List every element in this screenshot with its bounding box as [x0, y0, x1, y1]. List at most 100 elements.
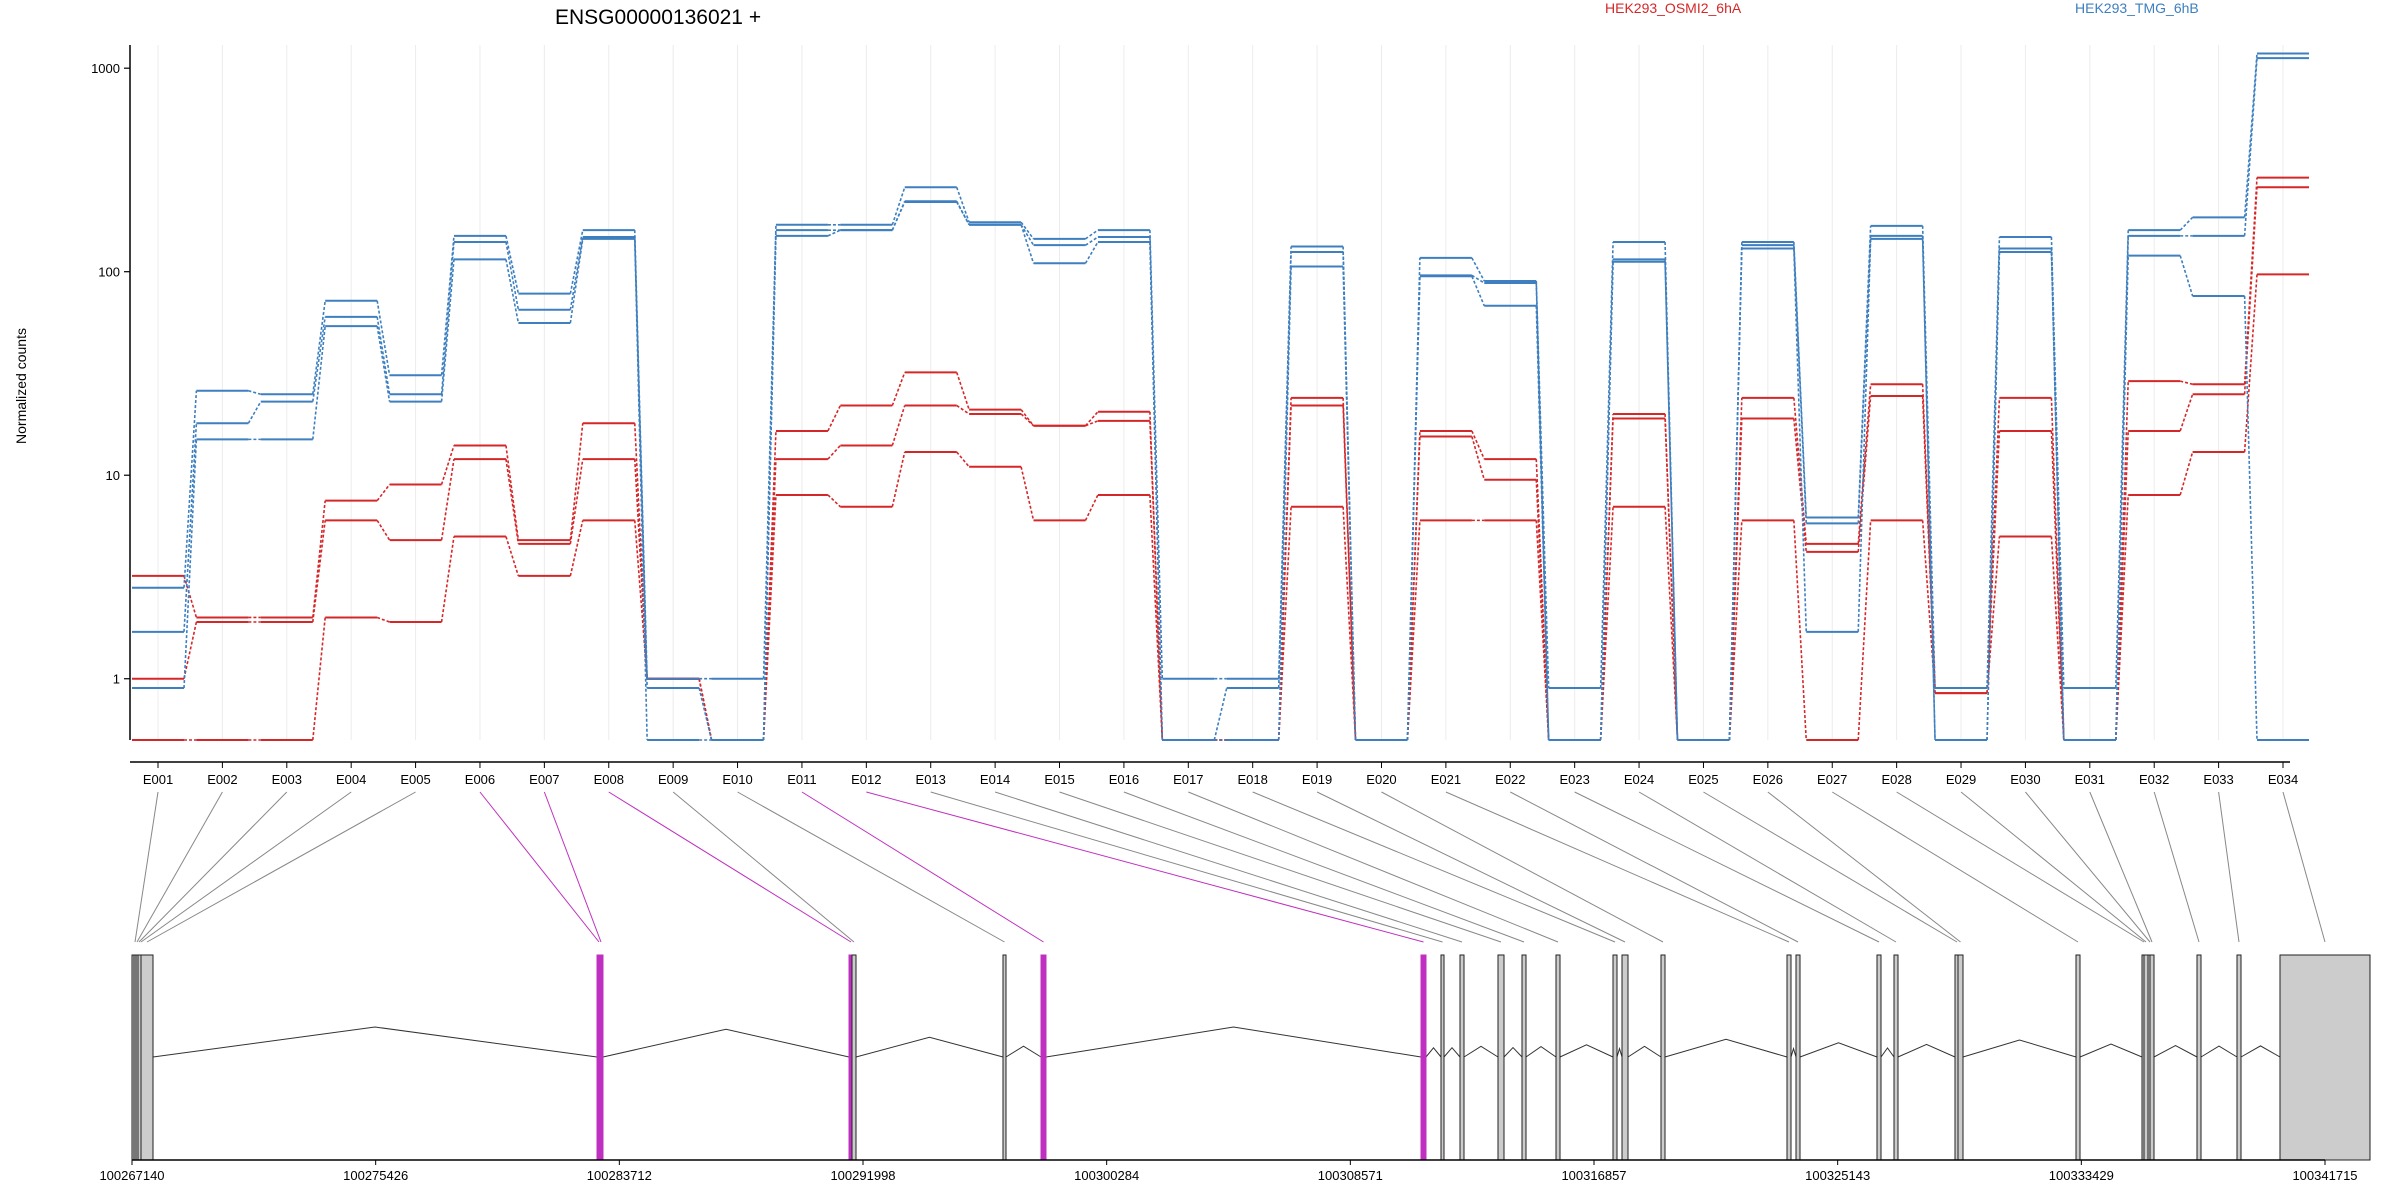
series-3-link-e004 — [376, 616, 390, 623]
x-tick-label-e011: E011 — [787, 772, 816, 787]
series-4-link-e013 — [955, 186, 970, 223]
intron-23 — [1880, 1047, 1895, 1058]
series-2 — [132, 186, 2309, 741]
series-1-link-e004 — [376, 484, 391, 502]
series-4-link-e021 — [1471, 257, 1485, 282]
series-4-link-e015 — [1085, 229, 1099, 240]
series-2-link-e015 — [1085, 420, 1099, 427]
series-3-link-e026 — [1793, 520, 1808, 741]
y-tick-label-100: 100 — [98, 265, 120, 280]
series-2-link-e025 — [1728, 418, 1743, 741]
series-6-link-e004 — [376, 326, 391, 402]
series-3-link-e028 — [1921, 520, 1936, 694]
series-5-link-e015 — [1085, 236, 1099, 246]
series-3-link-e027 — [1857, 520, 1872, 741]
series-3-link-e013 — [956, 451, 970, 468]
x-tick-label-e004: E004 — [336, 772, 366, 787]
x-tick-label-e030: E030 — [2010, 772, 2040, 787]
intron-7 — [602, 1028, 850, 1058]
legend-entry-osmi2: HEK293_OSMI2_6hA — [1605, 0, 1742, 16]
x-tick-label-e013: E013 — [916, 772, 946, 787]
series-6-link-e025 — [1728, 248, 1743, 741]
x-tick-label-e003: E003 — [272, 772, 302, 787]
x-tick-label-e012: E012 — [851, 772, 881, 787]
series-1-link-e013 — [955, 372, 970, 410]
series-1-link-e031 — [2115, 381, 2130, 741]
exon-block-e007 — [598, 954, 604, 1161]
x-tick-label-e029: E029 — [1946, 772, 1976, 787]
series-3-link-e023 — [1599, 506, 1614, 741]
connector-e029 — [1960, 791, 2147, 943]
connector-e013 — [930, 791, 1443, 943]
series-5-link-e021 — [1471, 274, 1485, 284]
series-1-link-e027 — [1857, 384, 1872, 544]
x-tick-label-e024: E024 — [1624, 772, 1654, 787]
connector-e003 — [138, 791, 288, 943]
connector-e011 — [801, 791, 1044, 943]
series-2-link-e003 — [311, 520, 326, 623]
x-tick-label-e019: E019 — [1302, 772, 1332, 787]
genomic-axis: 100267140 100275426 100283712 100291998 1003… — [99, 1159, 2358, 1183]
intron-32 — [2200, 1045, 2238, 1058]
series-1-link-e021 — [1471, 430, 1486, 460]
series-6-link-e032 — [2179, 255, 2194, 297]
series-5-link-e018 — [1277, 251, 1292, 689]
series-2-link-e008 — [633, 459, 648, 679]
series-4-link-e032 — [2179, 216, 2194, 231]
exon-block-e005 — [140, 954, 154, 1161]
series-2-link-e006 — [505, 458, 520, 544]
series-5-link-e008 — [633, 237, 648, 689]
series-4-link-e001 — [183, 390, 198, 588]
intron-33 — [2240, 1045, 2281, 1058]
series-3-link-e015 — [1084, 494, 1099, 521]
plot-axes: 1 10 100 1000 — [91, 45, 2290, 763]
connector-e014 — [994, 791, 1463, 943]
series-3-link-e029 — [1986, 536, 2001, 694]
series-6-link-e031 — [2115, 255, 2130, 741]
series-3-link-e005 — [440, 536, 455, 623]
series-3-link-e011 — [827, 494, 841, 508]
x-tick-label-e009: E009 — [658, 772, 688, 787]
series-3-link-e008 — [633, 520, 648, 679]
connector-e025 — [1703, 791, 1958, 943]
series-2-link-e019 — [1342, 405, 1357, 741]
x-tick-label-e032: E032 — [2139, 772, 2169, 787]
x-tick-label-e007: E007 — [529, 772, 559, 787]
x-tick-label-e026: E026 — [1753, 772, 1783, 787]
x-tick-label-e018: E018 — [1238, 772, 1268, 787]
series-3-link-e010 — [762, 494, 777, 741]
series-1-link-e011 — [827, 405, 842, 432]
exon-block-e027 — [2075, 954, 2081, 1161]
connector-e033 — [2218, 791, 2240, 943]
series-6-link-e005 — [440, 259, 455, 402]
series-6-link-e011 — [827, 229, 841, 237]
connector-e010 — [737, 791, 1005, 943]
exon-block-e011 — [1040, 954, 1047, 1161]
exon-axis: E001 E002 E003 E004 E005 E006 E007 E008 E009 E010… — [143, 762, 2298, 787]
connector-e015 — [1059, 791, 1502, 943]
series-5-link-e009 — [698, 687, 713, 741]
exon-block-e034 — [2279, 954, 2371, 1161]
x-tick-label-e022: E022 — [1495, 772, 1525, 787]
series-6-link-e010 — [762, 235, 777, 741]
intron-27 — [2079, 1043, 2143, 1058]
x-tick-label-e010: E010 — [722, 772, 752, 787]
intron-13 — [1443, 1046, 1461, 1058]
connector-e021 — [1445, 791, 1790, 943]
intron-5 — [152, 1026, 598, 1058]
series-4-link-e012 — [891, 187, 906, 226]
intron-17 — [1559, 1044, 1614, 1058]
series-6-link-e018 — [1277, 266, 1292, 741]
series-4-link-e033 — [2243, 53, 2258, 218]
series-2-link-e032 — [2179, 393, 2194, 432]
series-6 — [132, 200, 2309, 741]
series-1-link-e001 — [183, 575, 198, 618]
vertical-grid — [157, 45, 2284, 740]
exon-block-e017 — [1555, 954, 1561, 1161]
exon-block-e024 — [1893, 954, 1899, 1161]
series-6-link-e027 — [1857, 238, 1872, 632]
series-3-link-e014 — [1020, 466, 1035, 521]
series-2-link-e012 — [891, 405, 906, 446]
connector-e023 — [1574, 791, 1880, 943]
series-6-link-e020 — [1406, 276, 1421, 741]
